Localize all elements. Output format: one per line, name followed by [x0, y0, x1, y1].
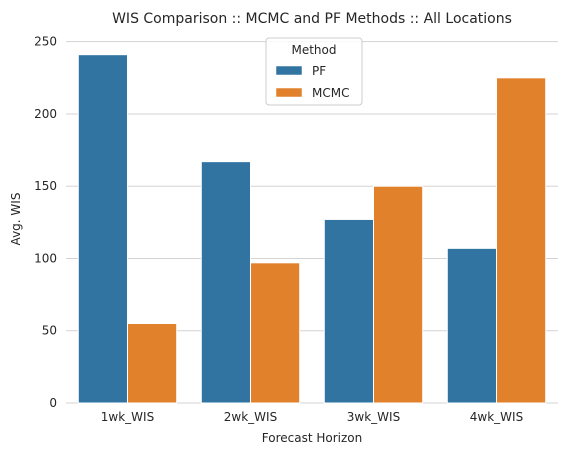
x-axis: 1wk_WIS 2wk_WIS 3wk_WIS 4wk_WIS	[101, 410, 523, 424]
bar-mcmc-1wk_wis	[127, 323, 178, 404]
bar-pf-2wk_wis	[200, 161, 252, 404]
x-tick-label: 3wk_WIS	[347, 410, 400, 424]
legend-title: Method	[291, 43, 336, 57]
y-tick-label: 250	[34, 35, 57, 49]
bars	[77, 54, 547, 404]
bar-mcmc-3wk_wis	[373, 185, 424, 404]
legend-label-mcmc: MCMC	[312, 86, 349, 100]
bar-pf-3wk_wis	[323, 218, 374, 404]
legend-swatch-mcmc	[275, 87, 303, 98]
legend: Method PF MCMC	[265, 37, 363, 106]
bar-pf-4wk_wis	[446, 247, 497, 404]
y-tick-label: 0	[49, 396, 57, 410]
y-tick-label: 200	[34, 107, 57, 121]
y-axis-label: Avg. WIS	[9, 193, 23, 246]
bar-mcmc-2wk_wis	[250, 262, 301, 404]
chart-title: WIS Comparison :: MCMC and PF Methods ::…	[112, 11, 512, 27]
y-axis: 0 50 100 150 200 250	[34, 35, 57, 410]
x-tick-label: 2wk_WIS	[224, 410, 277, 424]
legend-label-pf: PF	[312, 64, 326, 78]
bar-pf-1wk_wis	[77, 54, 129, 404]
legend-swatch-pf	[275, 65, 303, 76]
x-tick-label: 4wk_WIS	[470, 410, 523, 424]
x-axis-label: Forecast Horizon	[262, 431, 362, 445]
y-tick-label: 50	[42, 324, 57, 338]
y-tick-label: 150	[34, 179, 57, 193]
x-tick-label: 1wk_WIS	[101, 410, 154, 424]
y-tick-label: 100	[34, 251, 57, 265]
bar-mcmc-4wk_wis	[496, 77, 547, 404]
